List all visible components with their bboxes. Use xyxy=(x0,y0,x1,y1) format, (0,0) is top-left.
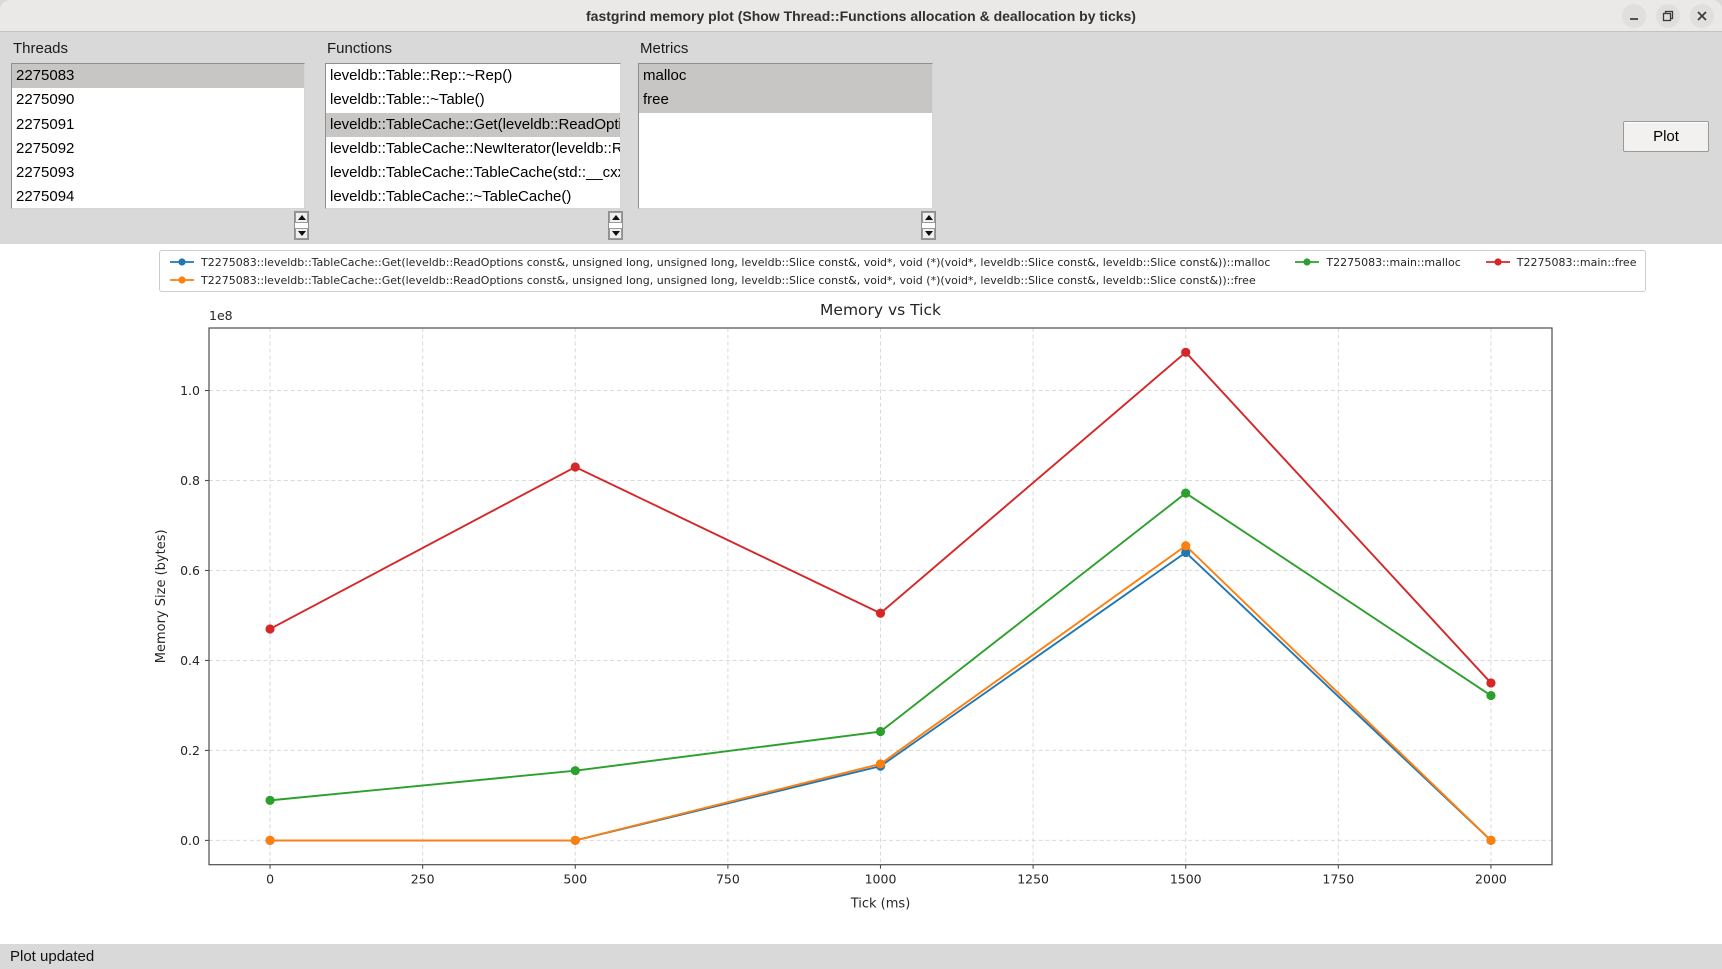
svg-text:1250: 1250 xyxy=(1017,872,1049,887)
svg-text:Tick (ms): Tick (ms) xyxy=(850,897,911,912)
memory-vs-tick-chart: 0 250 500 750 1000 1250 1500 1750 2000 0.0 0.2 0.4 0… xyxy=(0,244,1722,944)
legend-marker-icon xyxy=(1294,256,1320,268)
metrics-item-0[interactable]: malloc xyxy=(639,64,932,88)
scroll-up-icon[interactable] xyxy=(609,212,622,223)
metrics-listbox[interactable]: mallocfree xyxy=(638,63,933,209)
functions-item-3[interactable]: leveldb::TableCache::NewIterator(leveldb… xyxy=(326,137,620,161)
functions-label: Functions xyxy=(327,40,392,57)
threads-item-4[interactable]: 2275093 xyxy=(12,161,304,185)
scroll-down-icon[interactable] xyxy=(609,228,622,239)
restore-icon xyxy=(1660,8,1676,24)
functions-scrollbar[interactable] xyxy=(608,211,623,240)
threads-label: Threads xyxy=(13,40,68,57)
svg-text:2000: 2000 xyxy=(1475,872,1507,887)
threads-scrollbar[interactable] xyxy=(294,211,309,240)
svg-text:1.0: 1.0 xyxy=(180,383,200,398)
status-text: Plot updated xyxy=(10,948,94,965)
plot-button[interactable]: Plot xyxy=(1623,121,1709,152)
metrics-label: Metrics xyxy=(640,40,688,57)
figure-canvas: T2275083::leveldb::TableCache::Get(level… xyxy=(0,244,1722,944)
close-button[interactable] xyxy=(1690,4,1714,28)
status-bar: Plot updated xyxy=(0,944,1722,969)
svg-text:250: 250 xyxy=(411,872,435,887)
legend-entry: T2275083::main::malloc xyxy=(1294,254,1460,270)
legend-entry: T2275083::leveldb::TableCache::Get(level… xyxy=(169,254,1270,270)
scroll-up-icon[interactable] xyxy=(295,212,308,223)
threads-item-0[interactable]: 2275083 xyxy=(12,64,304,88)
controls-panel: Threads Functions Metrics 22750832275090… xyxy=(0,32,1722,244)
threads-item-2[interactable]: 2275091 xyxy=(12,113,304,137)
functions-item-4[interactable]: leveldb::TableCache::TableCache(std::__c… xyxy=(326,161,620,185)
close-icon xyxy=(1694,8,1710,24)
metrics-scrollbar[interactable] xyxy=(921,211,936,240)
threads-item-5[interactable]: 2275094 xyxy=(12,185,304,209)
titlebar[interactable]: fastgrind memory plot (Show Thread::Func… xyxy=(0,0,1722,32)
svg-text:750: 750 xyxy=(716,872,740,887)
svg-text:1e8: 1e8 xyxy=(209,308,233,323)
svg-text:0.2: 0.2 xyxy=(180,743,200,758)
legend-marker-icon xyxy=(1485,256,1511,268)
functions-item-5[interactable]: leveldb::TableCache::~TableCache() xyxy=(326,185,620,209)
svg-text:Memory vs Tick: Memory vs Tick xyxy=(820,301,941,319)
functions-listbox[interactable]: leveldb::Table::Rep::~Rep()leveldb::Tabl… xyxy=(325,63,621,209)
metrics-item-1[interactable]: free xyxy=(639,88,932,112)
scroll-up-icon[interactable] xyxy=(922,212,935,223)
legend-marker-icon xyxy=(169,274,195,286)
functions-item-0[interactable]: leveldb::Table::Rep::~Rep() xyxy=(326,64,620,88)
svg-text:1000: 1000 xyxy=(865,872,897,887)
maximize-button[interactable] xyxy=(1656,4,1680,28)
svg-text:500: 500 xyxy=(563,872,587,887)
svg-text:1500: 1500 xyxy=(1170,872,1202,887)
legend-marker-icon xyxy=(169,256,195,268)
minimize-button[interactable] xyxy=(1622,4,1646,28)
threads-listbox[interactable]: 2275083227509022750912275092227509322750… xyxy=(11,63,305,209)
svg-text:0.8: 0.8 xyxy=(180,473,200,488)
scroll-down-icon[interactable] xyxy=(922,228,935,239)
app-window: fastgrind memory plot (Show Thread::Func… xyxy=(0,0,1722,969)
threads-item-1[interactable]: 2275090 xyxy=(12,88,304,112)
window-title: fastgrind memory plot (Show Thread::Func… xyxy=(586,8,1136,24)
svg-text:1750: 1750 xyxy=(1322,872,1354,887)
svg-text:0.4: 0.4 xyxy=(180,653,200,668)
svg-text:0.6: 0.6 xyxy=(180,563,200,578)
legend-entry: T2275083::leveldb::TableCache::Get(level… xyxy=(169,272,1270,288)
legend-entry: T2275083::main::free xyxy=(1485,254,1637,270)
chart-legend: T2275083::leveldb::TableCache::Get(level… xyxy=(159,250,1646,292)
functions-item-2[interactable]: leveldb::TableCache::Get(leveldb::ReadOp… xyxy=(326,113,620,137)
scroll-down-icon[interactable] xyxy=(295,228,308,239)
svg-text:0: 0 xyxy=(266,872,274,887)
threads-item-3[interactable]: 2275092 xyxy=(12,137,304,161)
window-controls xyxy=(1622,4,1714,28)
functions-item-1[interactable]: leveldb::Table::~Table() xyxy=(326,88,620,112)
svg-text:0.0: 0.0 xyxy=(180,833,200,848)
minimize-icon xyxy=(1626,8,1642,24)
svg-text:Memory Size (bytes): Memory Size (bytes) xyxy=(154,529,169,663)
